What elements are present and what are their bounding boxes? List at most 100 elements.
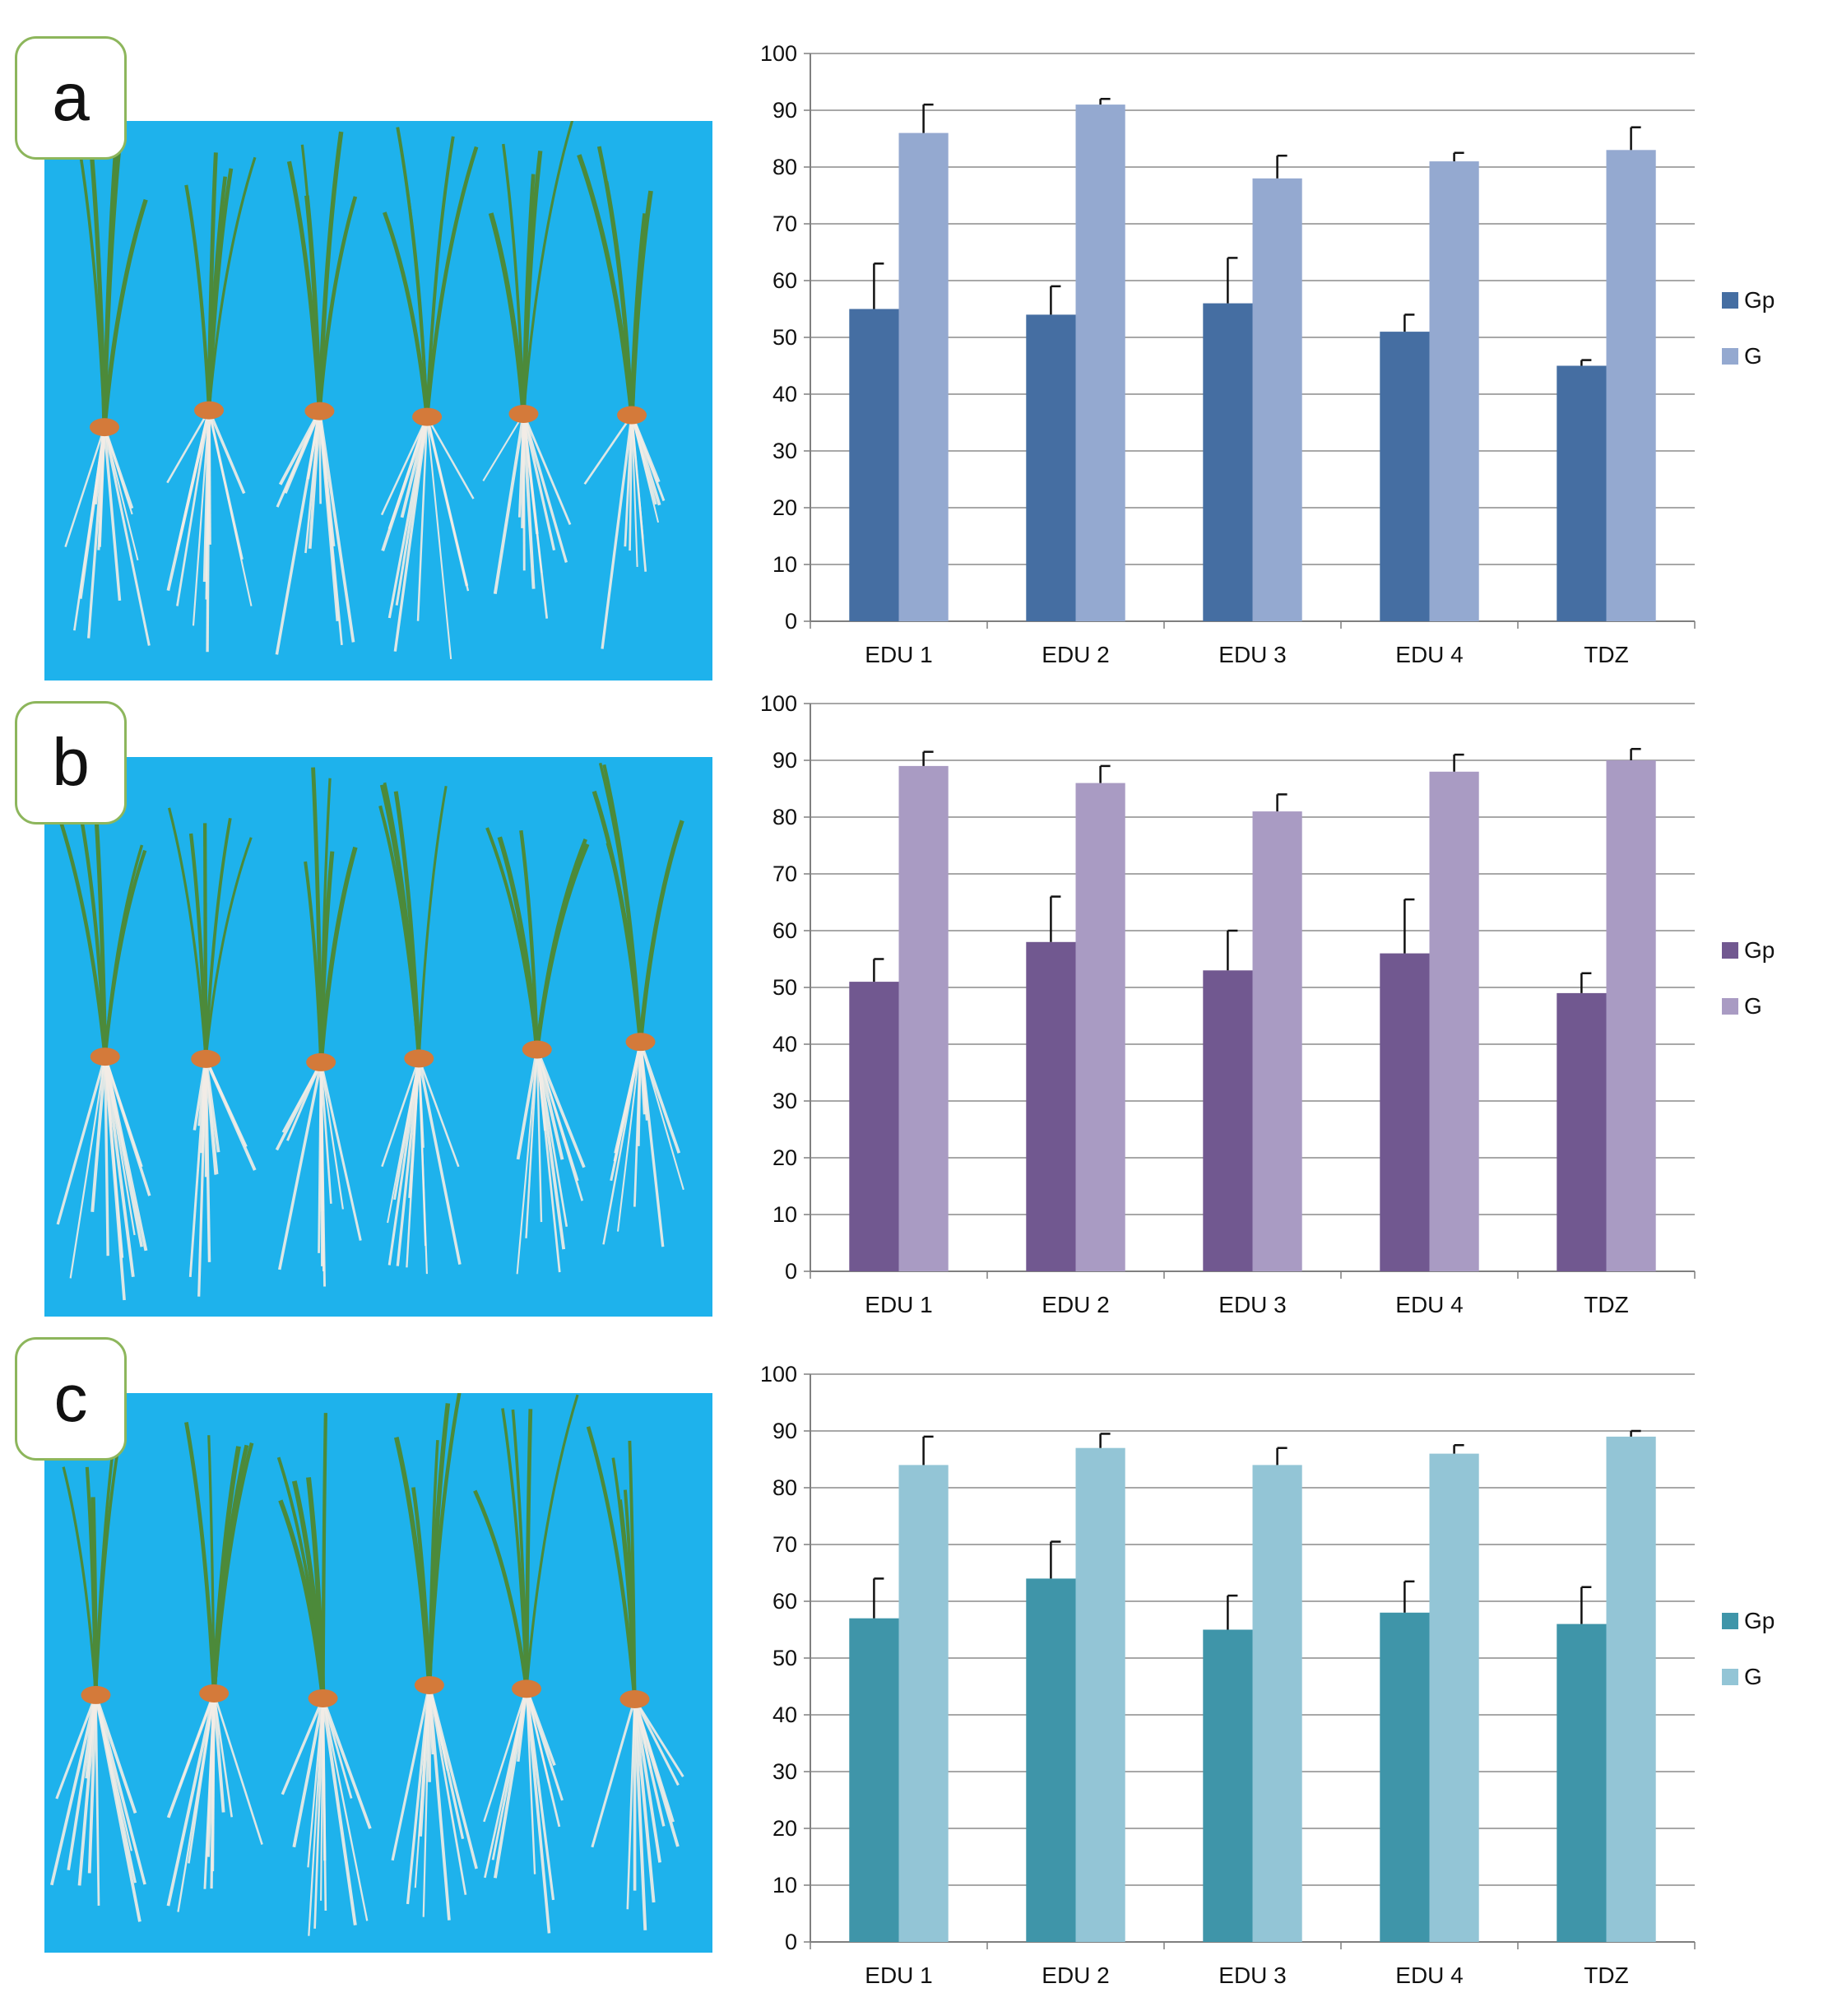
error-bar bbox=[1453, 753, 1464, 772]
root bbox=[278, 1061, 322, 1270]
root bbox=[418, 1057, 460, 1168]
bar-gp bbox=[849, 309, 899, 621]
root bbox=[536, 1049, 543, 1223]
bar-chart-a: 0 10 20 30 40 50 60 70 80 90 100 EDU 1 EDU 2 EDU 3 EDU… bbox=[760, 41, 1775, 667]
panel-label-c: c bbox=[15, 1337, 127, 1461]
leaf bbox=[521, 151, 543, 415]
seed bbox=[194, 401, 225, 420]
seedling-photo-c bbox=[44, 1393, 712, 1953]
error-bar bbox=[1453, 1444, 1464, 1454]
x-tick-label: EDU 4 bbox=[1395, 642, 1463, 667]
legend-swatch-g bbox=[1722, 998, 1738, 1015]
legend-label-g: G bbox=[1744, 1664, 1762, 1689]
leaf bbox=[535, 838, 587, 1050]
seedling bbox=[577, 146, 666, 649]
y-tick-label: 80 bbox=[772, 805, 797, 829]
seedling bbox=[275, 767, 362, 1287]
x-tick-label: EDU 3 bbox=[1218, 1963, 1286, 1987]
seedling bbox=[586, 1426, 684, 1930]
root bbox=[103, 1056, 148, 1252]
root bbox=[626, 1698, 636, 1910]
leaf bbox=[577, 154, 634, 416]
bar-g bbox=[1075, 1447, 1125, 1942]
y-tick-label: 40 bbox=[772, 1032, 797, 1057]
root bbox=[211, 1693, 216, 1872]
seed bbox=[619, 1689, 650, 1708]
error-bar bbox=[1403, 898, 1415, 954]
root bbox=[103, 1056, 135, 1277]
root bbox=[391, 1684, 431, 1861]
root bbox=[176, 410, 211, 606]
leaf bbox=[184, 1422, 216, 1694]
seed bbox=[191, 1049, 221, 1068]
seed bbox=[89, 418, 119, 437]
bar-g bbox=[1606, 1436, 1656, 1942]
leaf bbox=[311, 767, 323, 1062]
seed bbox=[522, 1040, 552, 1059]
error-bar bbox=[1099, 764, 1111, 783]
root bbox=[633, 1698, 680, 1786]
seedling bbox=[380, 127, 479, 660]
x-tick-label: EDU 2 bbox=[1042, 1963, 1109, 1987]
root bbox=[483, 1688, 528, 1823]
bar-gp bbox=[1026, 941, 1076, 1271]
bar-gp bbox=[1203, 970, 1253, 1271]
root bbox=[319, 1061, 362, 1241]
leaf bbox=[102, 148, 122, 428]
bar-g bbox=[1606, 150, 1656, 622]
error-bar bbox=[1050, 895, 1061, 942]
root bbox=[633, 1698, 661, 1863]
y-tick-label: 90 bbox=[772, 1419, 797, 1443]
y-tick-label: 30 bbox=[772, 1089, 797, 1113]
error-bar bbox=[1580, 1586, 1592, 1624]
seed bbox=[306, 1052, 336, 1071]
root bbox=[381, 1057, 420, 1168]
y-tick-label: 70 bbox=[772, 1532, 797, 1557]
root bbox=[188, 1693, 216, 1864]
bar-g bbox=[1429, 771, 1479, 1271]
leaf bbox=[50, 795, 107, 1057]
x-tick-label: EDU 4 bbox=[1395, 1292, 1463, 1317]
seed bbox=[617, 406, 647, 425]
root bbox=[493, 413, 526, 595]
root bbox=[319, 1061, 332, 1204]
seed bbox=[90, 1047, 120, 1066]
bar-g bbox=[1252, 1465, 1302, 1942]
leaf bbox=[321, 1413, 328, 1698]
root bbox=[614, 1041, 642, 1154]
x-tick-label: EDU 4 bbox=[1395, 1963, 1463, 1987]
root bbox=[313, 1698, 324, 1929]
error-bar bbox=[873, 958, 884, 982]
leaf bbox=[291, 1480, 326, 1699]
legend-swatch-gp bbox=[1722, 1613, 1738, 1629]
y-tick-label: 40 bbox=[772, 1702, 797, 1727]
error-bar bbox=[1403, 314, 1415, 332]
root bbox=[638, 1041, 665, 1247]
error-bar bbox=[1227, 257, 1238, 304]
leaf bbox=[168, 807, 207, 1060]
root bbox=[516, 1049, 538, 1275]
y-tick-label: 30 bbox=[772, 1759, 797, 1784]
root bbox=[525, 1689, 536, 1874]
leaf bbox=[428, 1440, 439, 1686]
root bbox=[322, 1698, 369, 1921]
error-bar bbox=[873, 262, 884, 309]
legend-label-gp: Gp bbox=[1744, 287, 1775, 313]
y-tick-label: 20 bbox=[772, 495, 797, 520]
leaf bbox=[102, 198, 148, 428]
bar-g bbox=[898, 132, 949, 622]
seedling-photo-b bbox=[44, 757, 712, 1317]
x-tick-label: TDZ bbox=[1584, 1292, 1628, 1317]
bar-g bbox=[1252, 811, 1302, 1271]
y-tick-label: 30 bbox=[772, 439, 797, 463]
y-tick-label: 20 bbox=[772, 1145, 797, 1170]
error-bar bbox=[1227, 1594, 1238, 1630]
seed bbox=[404, 1049, 434, 1068]
seed bbox=[81, 1685, 111, 1704]
x-tick-label: TDZ bbox=[1584, 1963, 1628, 1987]
root bbox=[204, 1058, 248, 1148]
root bbox=[406, 1684, 431, 1905]
x-tick-label: TDZ bbox=[1584, 642, 1628, 667]
root bbox=[400, 416, 429, 518]
leaf bbox=[586, 1426, 637, 1700]
